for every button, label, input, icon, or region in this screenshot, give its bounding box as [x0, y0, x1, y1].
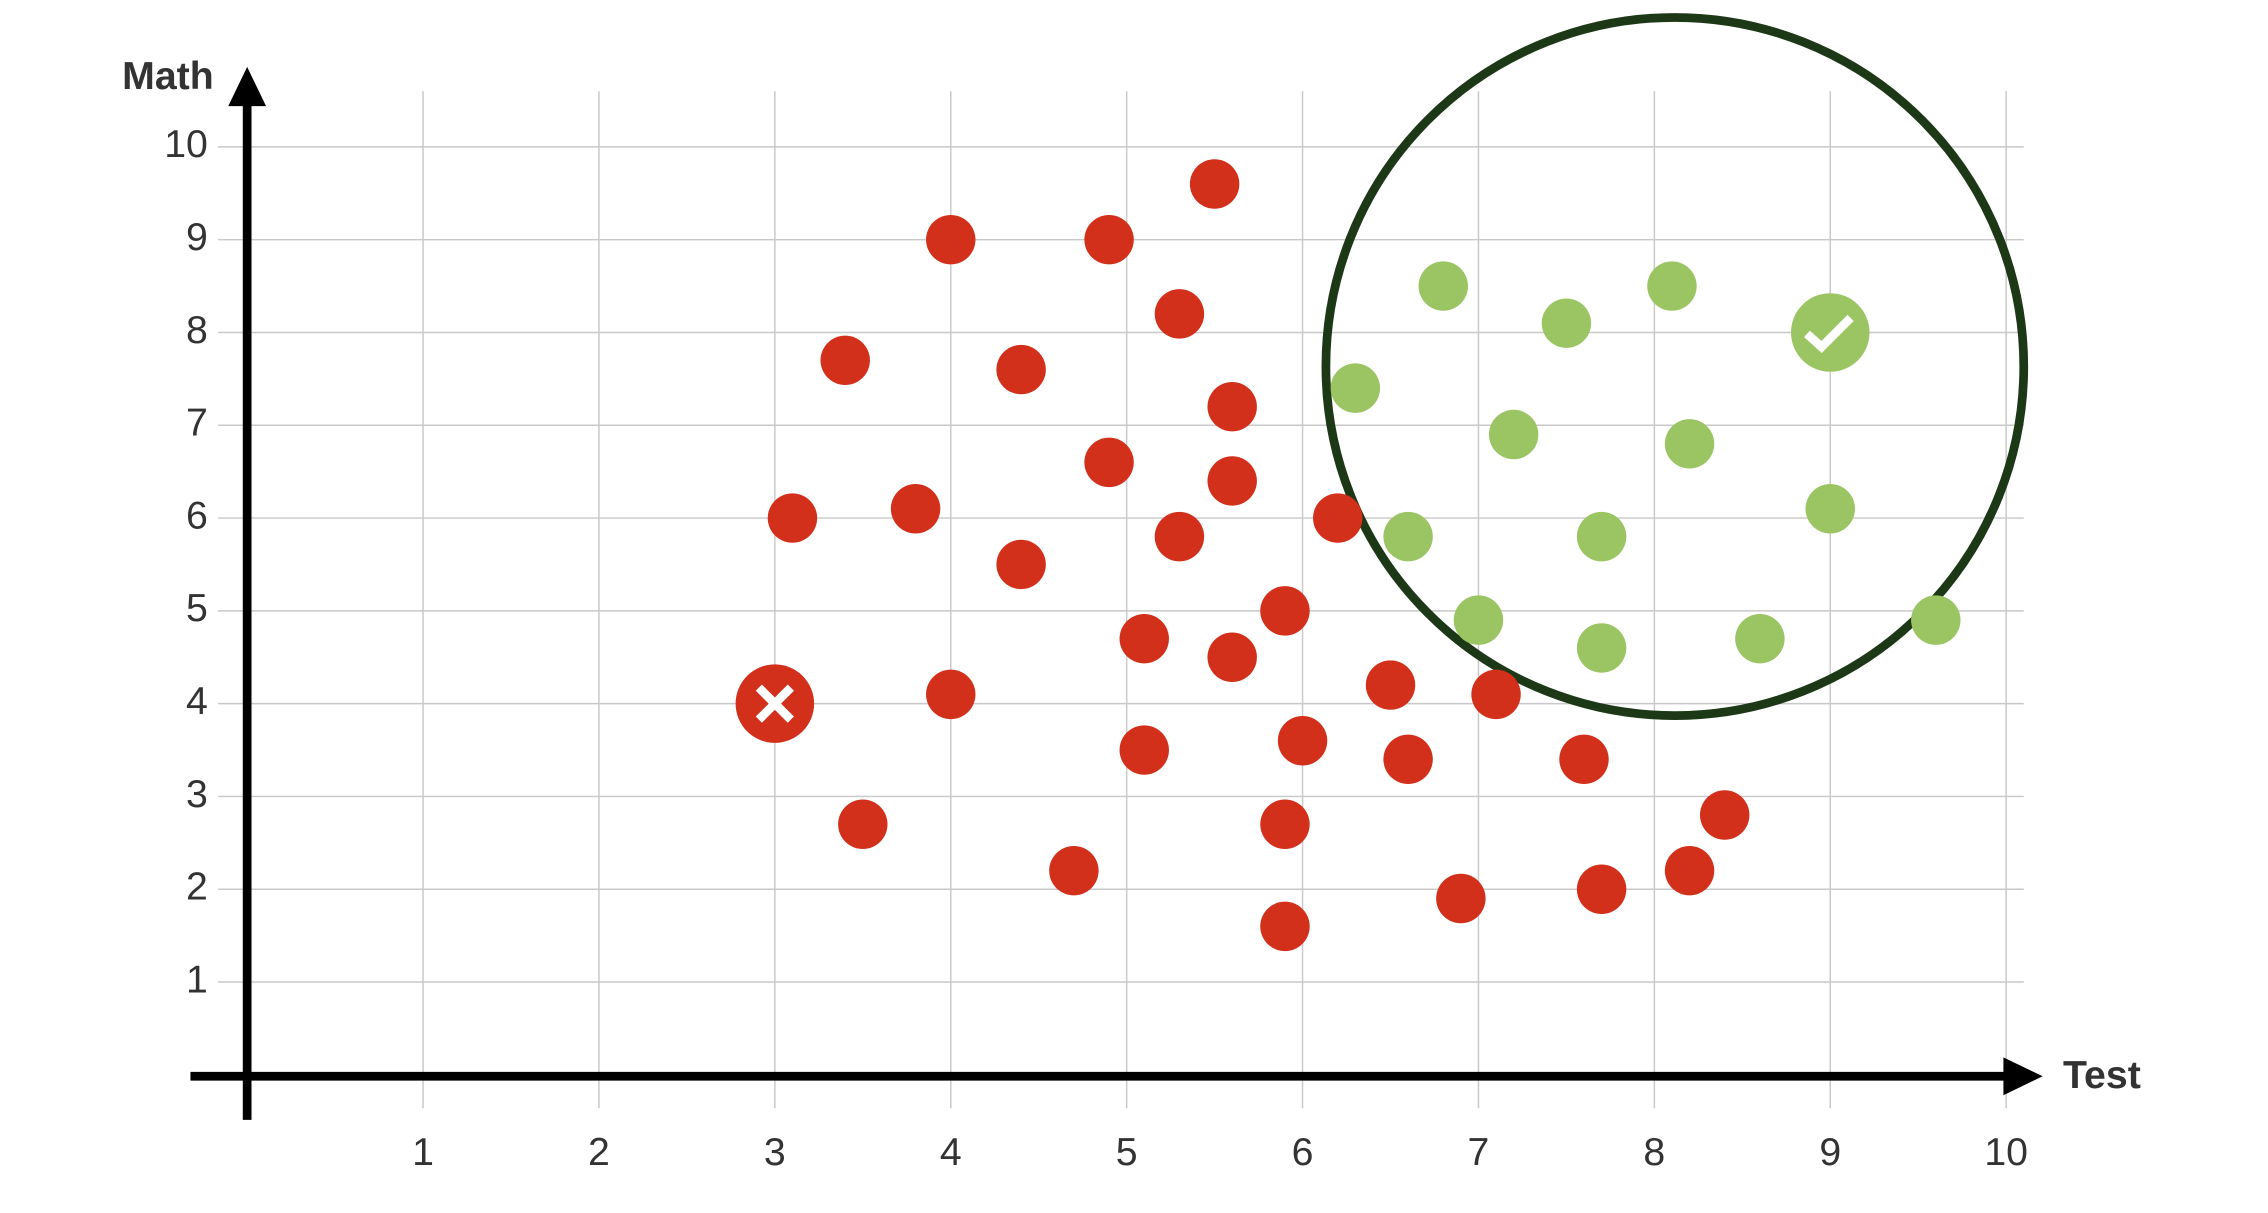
cross-icon [755, 684, 794, 723]
y-tick-label: 3 [186, 772, 208, 816]
point [1576, 623, 1627, 673]
point [1700, 790, 1750, 840]
point [1084, 214, 1134, 265]
x-tick-label: 6 [1292, 1130, 1314, 1174]
x-axis-label: Test [2063, 1053, 2141, 1097]
point [1260, 799, 1310, 850]
point [1418, 261, 1468, 311]
y-tick-label: 10 [164, 122, 208, 166]
x-tick-label: 10 [1984, 1130, 2028, 1174]
point [1735, 613, 1785, 664]
y-tick-label: 9 [186, 215, 208, 259]
y-tick-label: 6 [186, 493, 208, 537]
x-tick-label: 5 [1116, 1130, 1138, 1174]
point [1207, 456, 1257, 506]
x-tick-label: 9 [1819, 1130, 1841, 1174]
point [996, 344, 1046, 395]
y-tick-label: 2 [186, 865, 208, 909]
point [1805, 484, 1855, 534]
highlight-circle [1321, 13, 2029, 720]
y-tick-label: 7 [186, 401, 208, 445]
point [1541, 298, 1592, 348]
point [1647, 261, 1697, 311]
x-tick-label: 2 [588, 1130, 610, 1174]
x-tick-label: 8 [1643, 1130, 1665, 1174]
point [1260, 586, 1310, 636]
x-tick-label: 3 [764, 1130, 786, 1174]
point [1277, 716, 1328, 766]
point [1189, 159, 1240, 209]
x-tick-label: 7 [1468, 1130, 1490, 1174]
point [767, 493, 818, 543]
point [1154, 289, 1205, 339]
point [1383, 511, 1433, 562]
point [1207, 381, 1257, 432]
point [1559, 734, 1609, 785]
point [1471, 669, 1521, 720]
point [1436, 873, 1486, 924]
point [1453, 595, 1504, 645]
y-axis-arrow [228, 66, 267, 107]
point [1119, 725, 1169, 775]
y-tick-label: 8 [186, 308, 208, 352]
point [1576, 511, 1627, 562]
marks [735, 159, 1961, 952]
x-tick-label: 1 [412, 1130, 434, 1174]
point [1911, 595, 1961, 645]
point [890, 484, 941, 534]
y-tick-label: 1 [186, 957, 208, 1001]
point [1664, 845, 1715, 896]
y-tick-label: 5 [186, 586, 208, 630]
point [1084, 437, 1134, 488]
point [838, 799, 888, 850]
point [1576, 864, 1627, 914]
x-axis-arrow [2003, 1057, 2043, 1096]
point [1260, 901, 1310, 952]
point [820, 335, 870, 386]
point [1383, 734, 1433, 785]
point [1119, 613, 1169, 664]
point [926, 669, 976, 720]
point [1207, 632, 1257, 682]
point [1313, 493, 1363, 543]
point [1154, 511, 1205, 562]
y-axis-label: Math [122, 54, 214, 98]
x-tick-label: 4 [940, 1130, 962, 1174]
point [1330, 363, 1381, 413]
point [1488, 409, 1539, 460]
check-icon [1804, 314, 1854, 354]
point [926, 214, 976, 265]
point [1049, 845, 1099, 896]
point [1365, 660, 1416, 710]
y-tick-label: 4 [186, 679, 208, 723]
point [1664, 419, 1715, 469]
point [996, 539, 1046, 590]
